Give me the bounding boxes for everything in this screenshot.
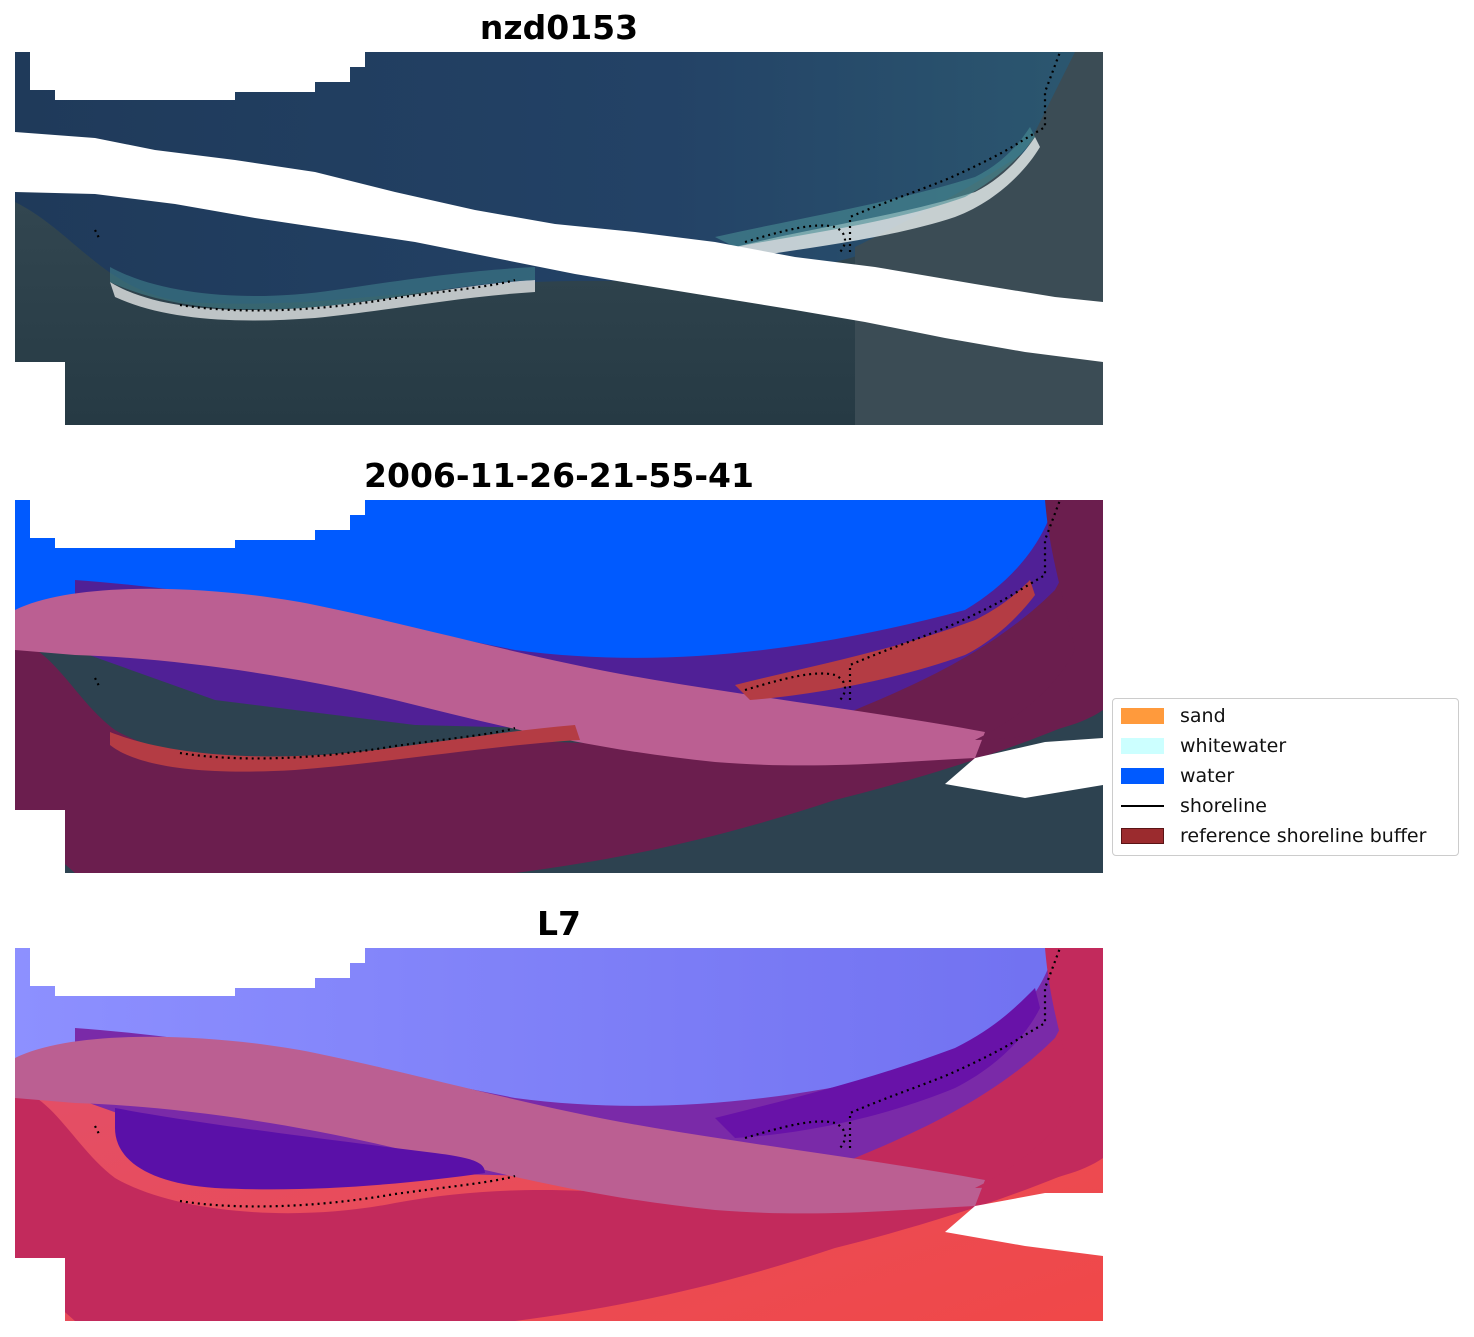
legend-label: shoreline bbox=[1180, 795, 1267, 817]
legend-label: sand bbox=[1180, 705, 1226, 727]
legend-label: reference shoreline buffer bbox=[1180, 825, 1427, 847]
rgb-image bbox=[15, 52, 1103, 425]
shoreline-line-swatch bbox=[1121, 805, 1164, 807]
legend-item-shoreline: shoreline bbox=[1121, 794, 1267, 818]
legend-label: water bbox=[1180, 765, 1235, 787]
sand-swatch bbox=[1121, 708, 1164, 724]
legend: sand whitewater water shoreline referenc… bbox=[1112, 698, 1459, 856]
index-image bbox=[15, 948, 1103, 1321]
buffer-swatch bbox=[1121, 828, 1164, 844]
classification-image bbox=[15, 500, 1103, 873]
legend-item-reference-shoreline-buffer: reference shoreline buffer bbox=[1121, 824, 1426, 848]
classification-panel bbox=[15, 500, 1103, 873]
water-swatch bbox=[1121, 768, 1164, 784]
legend-item-sand: sand bbox=[1121, 704, 1226, 728]
rgb-image-panel bbox=[15, 52, 1103, 425]
index-image-panel bbox=[15, 948, 1103, 1321]
legend-item-whitewater: whitewater bbox=[1121, 734, 1286, 758]
whitewater-swatch bbox=[1121, 738, 1164, 754]
panel-title-classification: 2006-11-26-21-55-41 bbox=[364, 456, 754, 495]
legend-item-water: water bbox=[1121, 764, 1234, 788]
panel-title-sensor: L7 bbox=[537, 904, 581, 943]
legend-label: whitewater bbox=[1180, 735, 1287, 757]
panel-title-rgb: nzd0153 bbox=[479, 8, 639, 47]
